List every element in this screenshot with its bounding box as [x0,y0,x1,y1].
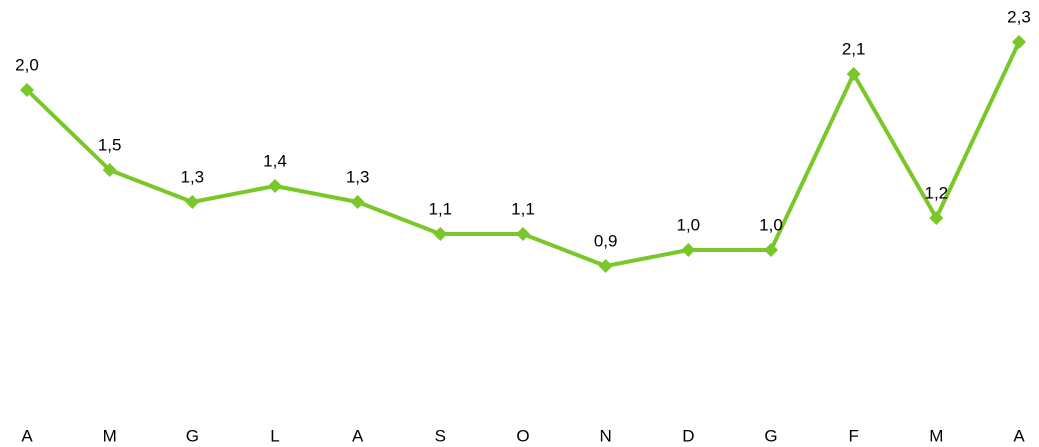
x-tick-label: N [600,426,612,445]
marker [516,227,530,241]
x-tick-label: D [682,426,694,445]
data-label: 1,3 [346,167,370,186]
marker [350,195,365,209]
data-label: 1,4 [263,151,287,170]
x-tick-label: M [103,426,117,445]
data-label: 0,9 [594,231,618,250]
data-label: 2,0 [15,55,39,74]
x-tick-label: G [186,426,199,445]
x-tick-label: S [435,426,446,445]
x-tick-label: G [764,426,777,445]
x-tick-label: L [270,426,279,445]
marker [846,67,861,81]
x-tick-label: A [21,426,33,445]
data-label: 1,1 [429,199,453,218]
data-label: 1,5 [98,135,122,154]
data-label: 1,1 [511,199,535,218]
marker [185,195,200,209]
marker [433,227,448,241]
data-label: 1,0 [677,215,701,234]
x-tick-label: F [848,426,858,445]
x-tick-label: A [352,426,364,445]
x-tick-label: A [1013,426,1025,445]
marker [929,211,944,225]
marker [681,243,696,257]
marker [598,259,613,273]
data-label: 1,0 [759,215,783,234]
marker [1012,35,1026,49]
x-tick-label: M [929,426,943,445]
marker [268,179,282,193]
marker [20,83,34,97]
x-tick-label: O [516,426,529,445]
data-label: 2,3 [1007,7,1031,26]
data-label: 1,3 [181,167,205,186]
data-label: 2,1 [842,39,866,58]
marker [764,243,778,257]
marker [102,163,117,177]
data-label: 1,2 [925,183,949,202]
